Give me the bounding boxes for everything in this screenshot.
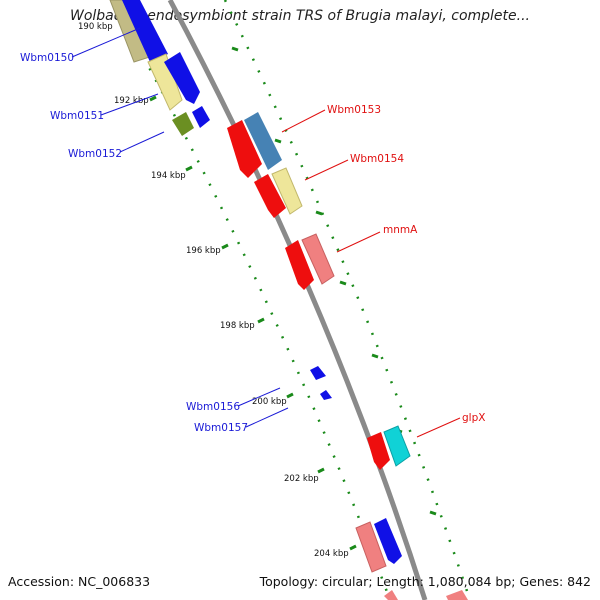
gene-wbm0153-a[interactable] <box>227 120 262 178</box>
tick-label: 196 kbp <box>186 246 221 256</box>
gene-wbm-205-a[interactable] <box>384 590 398 600</box>
gene-wbm0152-a[interactable] <box>172 112 194 136</box>
topology-text: Topology: circular; Length: 1,080,084 bp… <box>259 574 591 589</box>
right-leader-lines <box>281 109 461 438</box>
gene-wbm0154-a[interactable] <box>254 174 286 218</box>
gene-wbm0151-a[interactable] <box>147 53 183 111</box>
gene-label-wbm0152[interactable]: Wbm0152 <box>68 148 122 160</box>
gene-wbm-204-b[interactable] <box>374 518 402 564</box>
gene-label-mnma[interactable]: mnmA <box>383 224 418 236</box>
gene-mnma[interactable] <box>301 233 335 285</box>
gene-wbm0157[interactable] <box>320 390 332 400</box>
tick-label: 204 kbp <box>314 549 349 559</box>
gene-wbm0154[interactable] <box>271 167 303 215</box>
gene-wbm-205-b[interactable] <box>446 590 468 600</box>
gene-glpx-a[interactable] <box>367 432 390 470</box>
outer-tick-track <box>223 0 472 600</box>
genome-backbone <box>167 0 428 600</box>
gene-wbm0153[interactable] <box>244 112 282 170</box>
tick-label: 194 kbp <box>151 171 186 181</box>
gene-wbm-204-a[interactable] <box>355 521 387 573</box>
inner-tick-track <box>110 0 392 600</box>
gene-wbm0150[interactable] <box>122 0 168 62</box>
gene-label-wbm0156[interactable]: Wbm0156 <box>186 401 240 413</box>
gene-label-wbm0154[interactable]: Wbm0154 <box>350 153 404 165</box>
gene-label-glpx[interactable]: glpX <box>462 412 485 424</box>
gene-mnma-a[interactable] <box>285 240 314 290</box>
gene-wbm0152[interactable] <box>192 106 210 128</box>
gene-label-wbm0151[interactable]: Wbm0151 <box>50 110 104 122</box>
gene-label-wbm0157[interactable]: Wbm0157 <box>194 422 248 434</box>
gene-wbm0156[interactable] <box>310 366 326 380</box>
left-leader-lines <box>71 27 289 428</box>
tick-label: 202 kbp <box>284 474 319 484</box>
gene-label-wbm0150[interactable]: Wbm0150 <box>20 52 74 64</box>
map-title: Wolbachia endosymbiont strain TRS of Bru… <box>70 8 530 24</box>
gene-label-wbm0153[interactable]: Wbm0153 <box>327 104 381 116</box>
tick-label: 198 kbp <box>220 321 255 331</box>
tick-label: 190 kbp <box>78 22 113 32</box>
tick-label: 192 kbp <box>114 96 149 106</box>
tick-label: 200 kbp <box>252 397 287 407</box>
gene-glpx[interactable] <box>383 425 411 467</box>
accession-text: Accession: NC_006833 <box>8 574 151 589</box>
gene-wbm0151[interactable] <box>164 52 200 104</box>
